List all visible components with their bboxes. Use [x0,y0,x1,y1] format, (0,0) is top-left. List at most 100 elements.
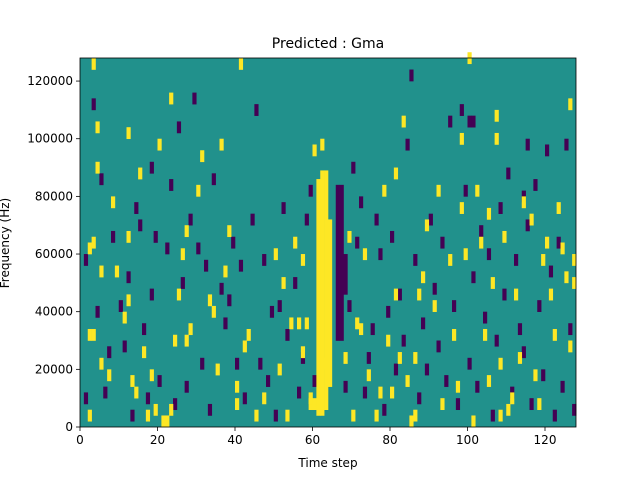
heatmap-cell-low [200,357,205,370]
heatmap-cell-low [374,213,379,226]
heatmap-cell-low [448,115,453,128]
heatmap-cell-high [514,288,519,301]
heatmap-cell-low [223,317,228,330]
heatmap-cell-low [134,202,139,214]
heatmap-cell-high [91,328,96,341]
heatmap-cell-high [126,230,131,243]
heatmap-cell-low [258,357,263,370]
heatmap-cell-low [382,403,387,416]
heatmap-cell-high [486,207,492,220]
heatmap-cell-high [417,288,422,301]
heatmap-cell-high [401,115,406,128]
heatmap-cell-high [145,409,151,422]
heatmap-cell-low [312,375,317,387]
heatmap-cell-low [95,305,100,318]
heatmap-cell-high [223,265,228,278]
heatmap-cell-low [471,271,476,284]
heatmap-cell-high [541,254,546,266]
heatmap-cell-high [130,375,135,387]
heatmap-cell-high [293,236,298,249]
heatmap-cell-high [312,144,317,157]
heatmap-cell-high [452,328,457,341]
y-tick-label: 120000 [27,74,73,88]
heatmap-cell-high [285,409,290,422]
heatmap-cell-high [568,98,573,111]
heatmap-cell-low [537,300,542,312]
heatmap-cell-high [207,294,213,307]
heatmap-cell-low [533,179,538,191]
heatmap-cell-high [87,409,92,422]
heatmap-cell-low [421,317,426,330]
heatmap-cell-high [386,334,391,347]
x-tick-label: 40 [227,433,242,447]
x-axis-label: Time step [297,456,357,470]
heatmap-cell-high [219,138,224,151]
heatmap-cell-high [560,242,565,255]
heatmap-cell-low [494,334,499,347]
heatmap-column-low [335,184,340,341]
heatmap-column-low [343,254,348,295]
heatmap-cell-high [432,300,437,312]
heatmap-cell-low [91,98,96,111]
heatmap-cell-low [122,340,127,353]
heatmap-cell-high [238,58,244,70]
heatmap-cell-high [459,202,464,214]
heatmap-cell-high [355,317,360,330]
heatmap-cell-high [486,375,492,387]
heatmap-cell-high [436,184,441,197]
heatmap-cell-high [362,248,368,261]
heatmap-cell-high [510,392,515,405]
y-tick-label: 40000 [35,305,73,319]
heatmap-cell-high [196,184,201,197]
heatmap-cell-low [103,386,108,399]
heatmap-cell-low [269,305,275,318]
heatmap-cell-low [405,138,410,151]
heatmap-cell-low [107,346,112,359]
heatmap-cell-low [227,294,232,307]
heatmap-cell-low [285,328,290,341]
heatmap-cell-low [297,386,302,399]
heatmap-cell-low [413,254,418,266]
heatmap-cell-high [459,132,464,145]
heatmap-cell-high [568,340,573,353]
heatmap-cell-high [533,369,538,382]
heatmap-cell-low [196,242,201,255]
heatmap-cell-high [351,409,356,422]
heatmap-cell-high [421,271,426,284]
heatmap-cell-low [545,144,550,157]
heatmap-cell-high [99,265,104,278]
heatmap-cell-high [366,369,371,382]
heatmap-cell-low [359,196,364,209]
heatmap-cell-low [541,369,546,382]
heatmap-cell-high [393,167,399,180]
heatmap-cell-low [517,323,523,336]
y-tick-label: 0 [65,420,73,434]
y-axis-label: Frequency (Hz) [0,198,12,289]
heatmap-cell-high [142,346,147,359]
heatmap-cell-high [246,328,251,341]
heatmap-cell-high [413,409,418,422]
heatmap-cell-high [87,242,92,255]
heatmap-cell-low [138,219,143,232]
heatmap-cell-low [467,357,472,370]
heatmap-cell-low [370,323,375,336]
heatmap-cell-high [494,109,499,122]
heatmap-cell-low [293,277,298,289]
heatmap-cell-low [393,363,399,376]
heatmap-cell-low [564,138,569,151]
heatmap-cell-high [176,288,182,301]
heatmap-cell-low [153,230,158,243]
heatmap-cell-low [444,375,449,387]
heatmap-cell-high [479,236,484,249]
heatmap-cell-high [490,277,495,289]
heatmap-cell-high [506,403,511,416]
heatmap-cell-high [262,392,267,405]
heatmap-cell-low [424,363,430,376]
heatmap-cell-high [184,225,189,238]
heatmap-cell-low [506,167,511,180]
heatmap-cell-high [134,386,139,399]
heatmap-cell-low [463,184,468,197]
heatmap-cell-low [479,225,484,238]
heatmap-cell-high [475,184,480,197]
heatmap-cell-low [362,386,368,399]
